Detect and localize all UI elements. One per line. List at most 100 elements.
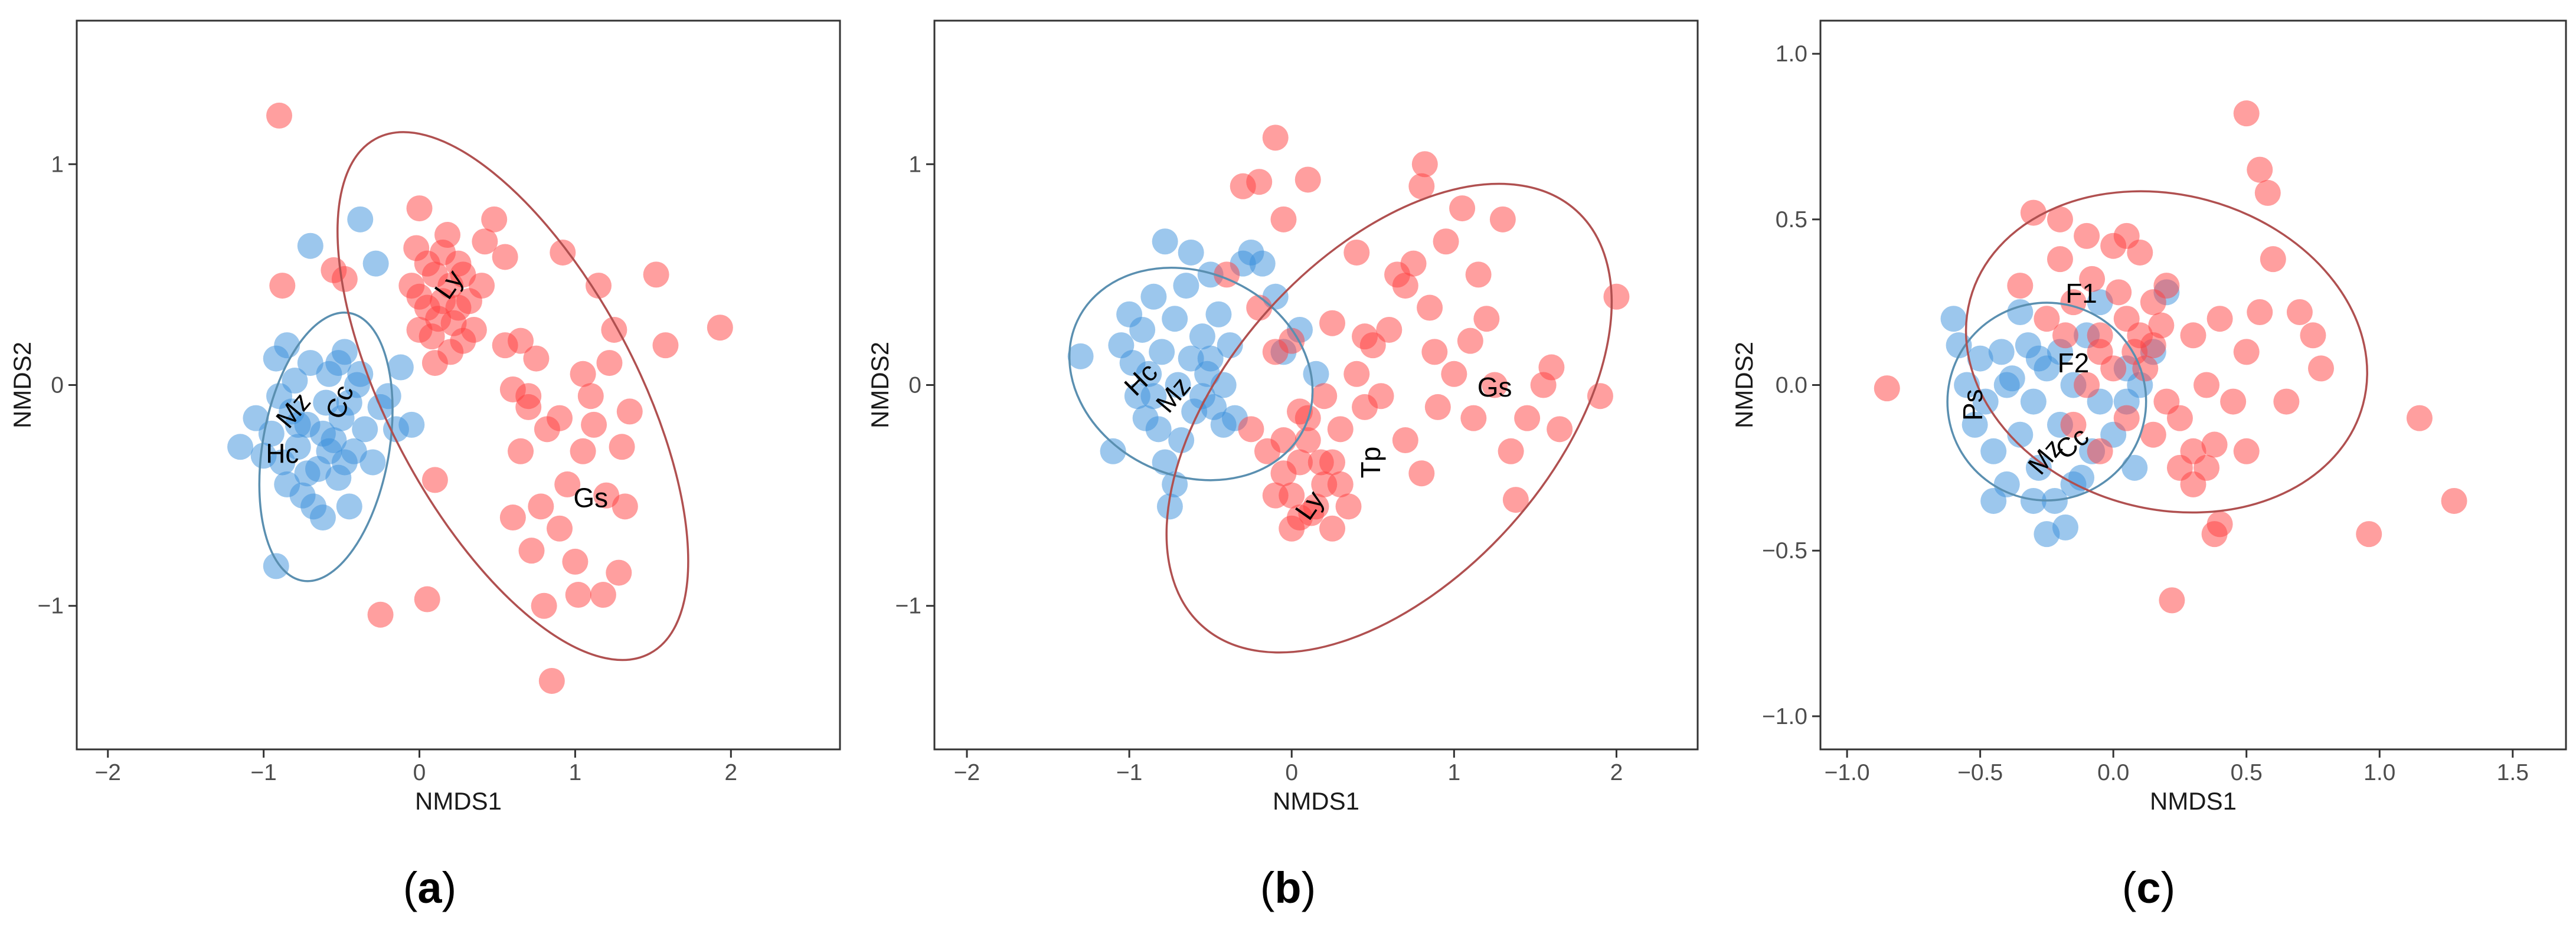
point-blue bbox=[263, 553, 289, 579]
point-label: Gs bbox=[573, 482, 608, 513]
x-axis-title: NMDS1 bbox=[2150, 787, 2237, 815]
point-red bbox=[1270, 427, 1297, 454]
y-tick-label: −1 bbox=[895, 594, 921, 619]
x-tick-label: 2 bbox=[724, 760, 737, 785]
point-blue bbox=[1140, 283, 1167, 310]
point-red bbox=[1482, 372, 1508, 398]
y-tick-label: 0 bbox=[51, 373, 64, 398]
ellipse-red bbox=[336, 131, 689, 661]
point-blue bbox=[1156, 493, 1183, 520]
point-blue bbox=[227, 434, 254, 460]
point-blue bbox=[297, 350, 323, 376]
ellipse-blue bbox=[258, 312, 394, 582]
point-red bbox=[406, 283, 433, 310]
point-blue bbox=[1178, 239, 1204, 266]
point-red bbox=[2201, 521, 2228, 548]
point-red bbox=[2113, 405, 2140, 431]
point-red bbox=[1502, 487, 1529, 513]
point-red bbox=[1246, 169, 1273, 195]
point-red bbox=[1457, 327, 1483, 354]
point-red bbox=[403, 235, 430, 261]
plot-frame bbox=[76, 19, 841, 751]
point-red bbox=[460, 316, 487, 343]
point-red bbox=[1343, 239, 1370, 266]
point-red bbox=[2113, 222, 2140, 249]
point-red bbox=[1421, 339, 1448, 365]
point-red bbox=[2087, 339, 2113, 365]
point-red bbox=[643, 261, 669, 288]
x-tick-label: 0.0 bbox=[2097, 760, 2129, 785]
point-blue bbox=[285, 411, 311, 438]
point-red bbox=[1327, 471, 1354, 497]
point-blue bbox=[285, 434, 311, 460]
point-blue bbox=[1140, 383, 1167, 410]
point-red bbox=[2300, 322, 2326, 349]
point-blue bbox=[1152, 228, 1178, 255]
point-red bbox=[2074, 222, 2100, 249]
point-label: Ps bbox=[1957, 389, 1988, 421]
point-red bbox=[554, 471, 581, 497]
x-tick-label: −0.5 bbox=[1957, 760, 2003, 785]
point-red bbox=[2034, 306, 2060, 332]
point-red bbox=[593, 482, 620, 509]
point-red bbox=[1449, 195, 1476, 222]
point-red bbox=[581, 411, 607, 438]
point-blue bbox=[1162, 306, 1188, 332]
point-red bbox=[1286, 398, 1313, 425]
point-red bbox=[1319, 310, 1346, 336]
point-blue bbox=[1189, 383, 1215, 410]
y-tick-label: 1.0 bbox=[1776, 41, 1807, 67]
point-red bbox=[612, 493, 638, 520]
point-red bbox=[2206, 306, 2233, 332]
point-red bbox=[481, 206, 508, 232]
y-axis-title: NMDS2 bbox=[8, 342, 36, 428]
point-red bbox=[570, 438, 596, 464]
point-red bbox=[1294, 166, 1321, 193]
point-blue bbox=[309, 420, 336, 447]
point-red bbox=[508, 438, 534, 464]
y-tick-label: 1 bbox=[908, 152, 921, 177]
y-axis-title: NMDS2 bbox=[1730, 342, 1758, 428]
point-red bbox=[2308, 355, 2335, 382]
point-blue bbox=[1129, 316, 1156, 343]
point-red bbox=[492, 244, 518, 270]
y-tick-label: 0.0 bbox=[1776, 373, 1807, 398]
point-red bbox=[2079, 266, 2106, 292]
point-red bbox=[523, 345, 550, 372]
point-red bbox=[2254, 179, 2281, 206]
point-red bbox=[2356, 521, 2382, 548]
point-red bbox=[1408, 460, 1435, 487]
point-red bbox=[445, 250, 472, 277]
point-red bbox=[2106, 279, 2132, 306]
point-red bbox=[406, 316, 433, 343]
point-red bbox=[2140, 421, 2166, 448]
point-red bbox=[1238, 416, 1264, 443]
point-red bbox=[508, 327, 534, 354]
point-red bbox=[1307, 449, 1334, 476]
point-blue bbox=[2121, 454, 2148, 481]
point-red bbox=[406, 195, 433, 222]
point-red bbox=[1473, 306, 1500, 332]
point-red bbox=[2052, 322, 2078, 349]
point-red bbox=[421, 467, 448, 493]
x-tick-label: 1 bbox=[569, 760, 582, 785]
point-red bbox=[1441, 361, 1467, 387]
point-red bbox=[1294, 427, 1321, 454]
point-blue bbox=[2007, 299, 2034, 325]
point-blue bbox=[297, 232, 323, 259]
point-red bbox=[2441, 487, 2467, 514]
point-red bbox=[2047, 246, 2073, 273]
point-red bbox=[652, 332, 679, 359]
point-red bbox=[707, 315, 733, 341]
point-blue bbox=[359, 449, 386, 476]
point-red bbox=[472, 228, 498, 255]
point-blue bbox=[2025, 345, 2052, 372]
x-tick-label: −2 bbox=[95, 760, 121, 785]
point-blue bbox=[387, 354, 414, 381]
y-tick-label: 1 bbox=[51, 152, 64, 177]
point-red bbox=[1352, 323, 1378, 350]
point-blue bbox=[1993, 372, 2020, 398]
